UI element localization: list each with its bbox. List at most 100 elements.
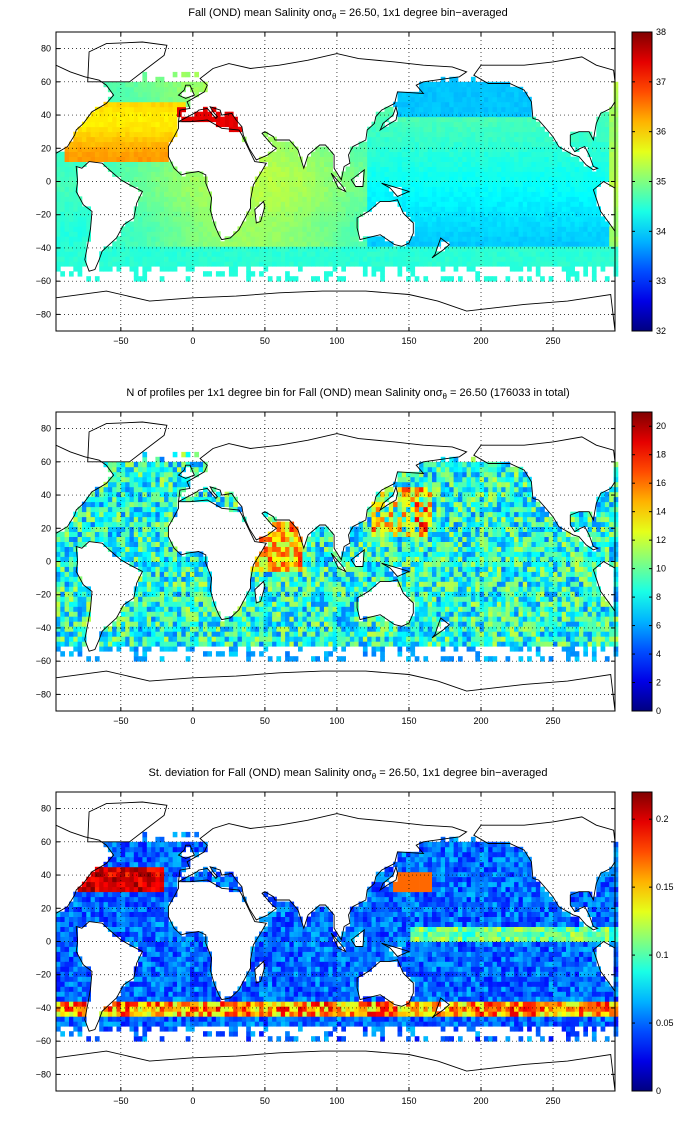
data-cell (336, 626, 342, 632)
data-cell (60, 241, 65, 247)
data-cell (142, 96, 148, 103)
data-cell (496, 96, 502, 103)
data-cell (190, 591, 195, 597)
data-cell (475, 271, 480, 277)
data-cell (311, 256, 316, 262)
data-cell (164, 256, 169, 262)
data-cell (561, 611, 567, 617)
data-cell (177, 86, 182, 93)
data-cell (458, 181, 463, 187)
data-cell (483, 131, 489, 138)
data-cell (228, 616, 234, 622)
data-cell (77, 606, 83, 612)
data-cell (570, 271, 575, 277)
data-cell (475, 176, 480, 182)
data-cell (155, 596, 161, 602)
data-cell (423, 246, 429, 252)
data-cell (423, 166, 429, 172)
data-cell (501, 201, 506, 207)
data-cell (164, 606, 169, 612)
data-cell (203, 596, 208, 602)
data-cell (99, 126, 104, 133)
data-cell (190, 176, 195, 182)
data-cell (345, 631, 351, 637)
data-cell (557, 211, 563, 217)
data-cell (505, 126, 511, 133)
data-cell (259, 221, 264, 227)
data-cell (553, 156, 558, 162)
data-cell (228, 261, 234, 267)
data-cell (349, 166, 355, 172)
data-cell (501, 606, 506, 612)
data-cell (522, 136, 528, 143)
data-cell (501, 231, 506, 237)
data-cell (423, 146, 429, 152)
data-cell (509, 216, 515, 222)
data-cell (449, 221, 454, 227)
data-cell (159, 221, 165, 227)
data-cell (475, 591, 480, 597)
data-cell (203, 181, 208, 187)
data-cell (501, 176, 506, 182)
data-cell (263, 231, 269, 237)
data-cell (470, 116, 476, 123)
data-cell (319, 196, 325, 202)
data-cell (475, 81, 480, 88)
data-cell (107, 146, 113, 152)
data-cell (574, 156, 580, 162)
data-cell (328, 241, 333, 247)
data-cell (419, 171, 424, 177)
data-cell (596, 601, 601, 607)
data-cell (138, 241, 143, 247)
data-cell (185, 266, 191, 272)
data-cell (535, 621, 541, 627)
data-cell (280, 206, 286, 212)
data-cell (596, 161, 601, 167)
data-cell (371, 241, 377, 247)
data-cell (427, 116, 433, 123)
data-cell (203, 636, 208, 642)
data-cell (138, 111, 143, 118)
data-cell (259, 251, 264, 257)
data-cell (388, 191, 394, 197)
data-cell (77, 151, 83, 157)
data-cell (505, 131, 511, 138)
data-cell (267, 241, 273, 247)
data-cell (604, 611, 610, 617)
data-cell (488, 106, 493, 113)
data-cell (475, 131, 480, 138)
data-cell (116, 161, 122, 167)
data-cell (414, 601, 420, 607)
data-cell (440, 641, 446, 647)
data-cell (285, 246, 290, 252)
data-cell (522, 206, 528, 212)
data-cell (367, 166, 372, 172)
data-cell (332, 206, 338, 212)
data-cell (380, 176, 385, 182)
data-cell (319, 251, 325, 257)
data-cell (414, 146, 420, 152)
data-cell (375, 166, 381, 172)
data-cell (211, 621, 217, 627)
data-cell (77, 236, 83, 242)
data-cell (458, 256, 463, 262)
data-cell (285, 191, 290, 197)
data-cell (566, 646, 571, 652)
data-cell (388, 166, 394, 172)
data-cell (432, 211, 437, 217)
data-cell (146, 116, 152, 123)
data-cell (522, 171, 528, 177)
data-cell (604, 131, 610, 138)
data-cell (587, 136, 593, 143)
data-cell (81, 206, 87, 212)
data-cell (120, 151, 126, 157)
data-cell (488, 151, 493, 157)
data-cell (311, 606, 316, 612)
data-cell (432, 216, 437, 222)
data-cell (116, 116, 122, 123)
data-cell (289, 636, 295, 642)
coastline (381, 182, 411, 197)
data-cell (164, 206, 169, 212)
data-cell (164, 171, 169, 177)
data-cell (367, 206, 372, 212)
